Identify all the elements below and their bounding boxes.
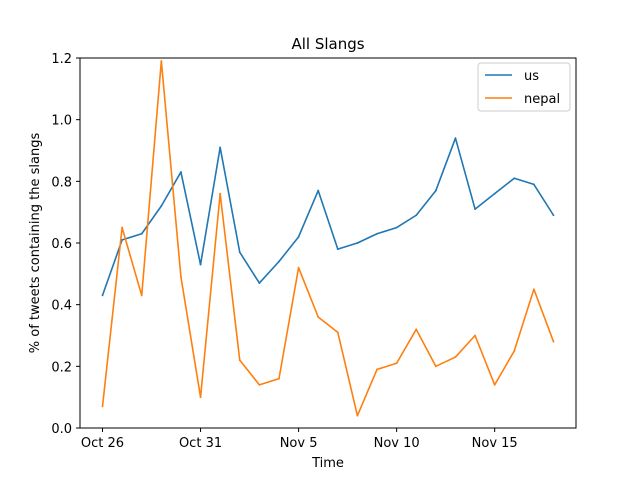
data-point-nepal xyxy=(101,405,104,408)
data-point-us xyxy=(278,260,280,263)
data-point-us xyxy=(395,226,398,229)
chart-title: All Slangs xyxy=(291,35,364,53)
data-point-us xyxy=(238,251,241,254)
data-point-us xyxy=(336,248,339,251)
data-point-nepal xyxy=(180,276,182,278)
plot-frame xyxy=(79,57,577,429)
legend-label-nepal: nepal xyxy=(524,92,560,107)
data-point-us xyxy=(219,146,222,149)
series-line-us xyxy=(101,137,555,296)
data-point-us xyxy=(180,171,182,173)
data-point-nepal xyxy=(258,383,261,386)
y-tick-label: 0.8 xyxy=(51,175,72,190)
data-point-nepal xyxy=(160,60,163,62)
data-point-nepal xyxy=(121,226,124,229)
data-point-nepal xyxy=(552,340,555,343)
data-point-us xyxy=(532,183,535,186)
data-point-nepal xyxy=(376,368,378,371)
y-axis-label: % of tweets containing the slangs xyxy=(28,133,43,354)
data-point-us xyxy=(552,214,555,217)
plot-lines xyxy=(101,60,555,417)
data-point-nepal xyxy=(493,383,496,386)
data-point-nepal xyxy=(278,377,280,380)
data-point-us xyxy=(454,137,457,140)
x-axis-ticks: Oct 26 Oct 31 Nov 5 Nov 10 Nov 15 xyxy=(81,428,518,451)
x-tick-label: Nov 5 xyxy=(280,436,318,451)
data-point-nepal xyxy=(219,192,222,195)
data-point-us xyxy=(101,294,104,297)
data-point-nepal xyxy=(434,365,437,368)
legend: us nepal xyxy=(477,62,571,112)
data-point-nepal xyxy=(336,331,339,334)
y-axis-ticks: 0.0 0.2 0.4 0.6 0.8 1.0 1.2 xyxy=(51,52,80,437)
x-tick-label: Nov 15 xyxy=(472,436,518,451)
data-point-nepal xyxy=(454,356,457,358)
data-point-nepal xyxy=(140,294,143,297)
data-point-nepal xyxy=(415,328,418,331)
data-point-nepal xyxy=(532,288,535,291)
data-point-us xyxy=(493,192,496,195)
data-point-us xyxy=(474,208,476,210)
data-point-us xyxy=(376,232,378,235)
x-tick-label: Nov 10 xyxy=(374,436,420,451)
y-tick-label: 0.6 xyxy=(51,237,72,252)
x-tick-label: Oct 31 xyxy=(179,436,222,451)
data-point-nepal xyxy=(356,414,359,417)
y-tick-label: 0.4 xyxy=(51,299,72,314)
data-point-us xyxy=(434,189,437,192)
data-point-us xyxy=(199,263,202,266)
data-point-nepal xyxy=(297,266,300,269)
data-point-us xyxy=(297,235,300,238)
data-point-nepal xyxy=(317,316,320,318)
data-point-us xyxy=(356,242,359,244)
x-axis-label: Time xyxy=(311,456,344,471)
data-point-us xyxy=(317,189,320,192)
data-point-nepal xyxy=(513,350,516,352)
data-point-nepal xyxy=(395,362,398,365)
data-point-us xyxy=(415,214,418,217)
data-point-us xyxy=(140,232,143,235)
y-tick-label: 0.0 xyxy=(51,422,72,437)
x-tick-label: Oct 26 xyxy=(81,436,124,451)
data-point-us xyxy=(121,239,124,241)
y-tick-label: 1.0 xyxy=(51,114,72,129)
data-point-nepal xyxy=(474,334,476,337)
data-point-us xyxy=(258,282,261,284)
data-point-us xyxy=(513,177,516,180)
legend-label-us: us xyxy=(524,69,539,84)
y-tick-label: 0.2 xyxy=(51,360,72,375)
series-line-nepal xyxy=(101,60,555,417)
data-point-nepal xyxy=(238,359,241,362)
y-tick-label: 1.2 xyxy=(51,52,72,67)
data-point-nepal xyxy=(199,396,202,399)
data-point-us xyxy=(160,205,163,207)
